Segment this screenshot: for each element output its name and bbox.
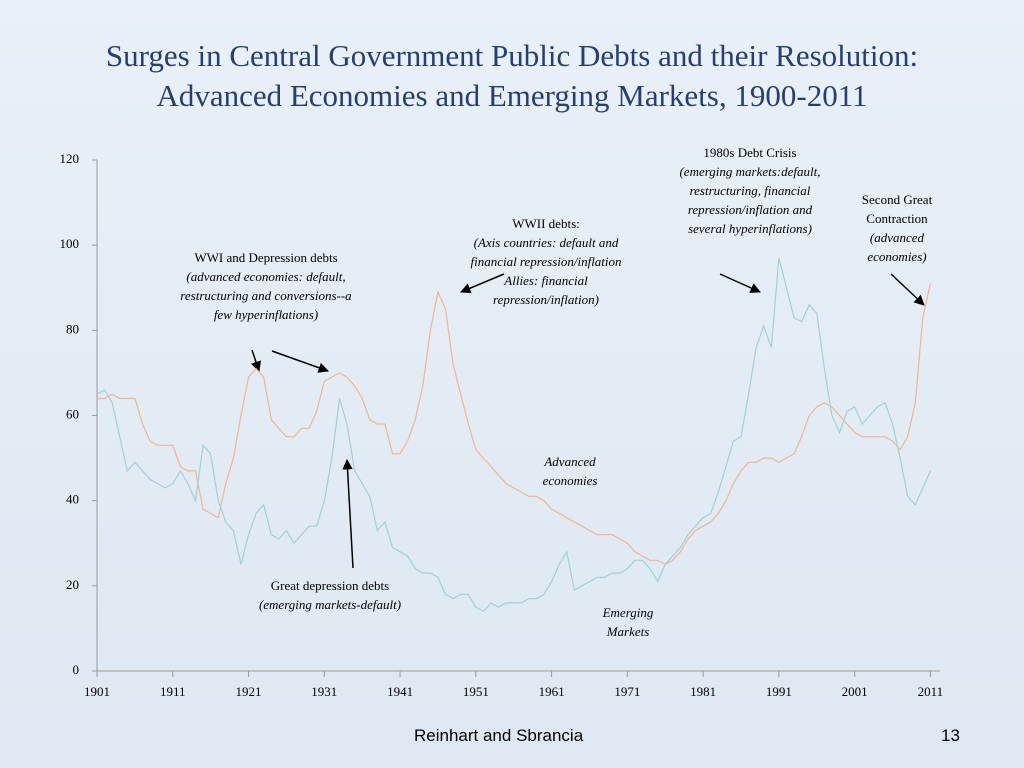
annotation-detail: (emerging markets:default, restructuring… xyxy=(679,164,821,236)
y-tick-label: 40 xyxy=(66,492,79,507)
y-tick-label: 20 xyxy=(66,577,79,592)
title-line: Surges in Central Government Public Debt… xyxy=(105,38,919,73)
x-tick-label: 1901 xyxy=(84,684,110,699)
x-tick-label: 1991 xyxy=(766,684,792,699)
arrow xyxy=(460,273,505,294)
annotation: WWI and Depression debts (advanced econom… xyxy=(180,248,352,324)
annotation-title: 1980s Debt Crisis xyxy=(703,145,797,160)
series-label: Advanced economies xyxy=(542,454,598,488)
annotation-title: WWI and Depression debts xyxy=(194,250,338,265)
x-tick-label: 1971 xyxy=(614,684,640,699)
arrow xyxy=(271,350,329,373)
y-tick-label: 60 xyxy=(66,406,79,421)
annotation-title: WWII debts: xyxy=(512,216,580,231)
annotation: WWII debts: (Axis countries: default and … xyxy=(456,214,636,309)
series-line xyxy=(97,283,931,566)
arrow xyxy=(890,273,925,306)
x-tick-label: 1951 xyxy=(463,684,489,699)
annotation-detail: (Axis countries: default and financial r… xyxy=(470,235,622,307)
y-tick-label: 100 xyxy=(60,236,80,251)
annotation-detail: (advanced economies) xyxy=(867,230,927,264)
x-tick-label: 2011 xyxy=(918,684,944,699)
x-tick-label: 1981 xyxy=(690,684,716,699)
y-tick-label: 0 xyxy=(73,662,80,677)
annotation: Second Great Contraction (advanced econom… xyxy=(850,190,944,266)
y-tick-label: 80 xyxy=(66,321,79,336)
x-tick-label: 1931 xyxy=(311,684,337,699)
series-label: Emerging Markets xyxy=(602,605,654,639)
annotation-title: Second Great Contraction xyxy=(861,192,933,226)
arrow xyxy=(251,349,261,372)
annotation: 1980s Debt Crisis (emerging markets:defau… xyxy=(672,143,828,238)
annotation-detail: (advanced economies: default, restructur… xyxy=(180,269,352,322)
series-line xyxy=(96,257,931,613)
x-tick-label: 1941 xyxy=(387,684,413,699)
x-tick-label: 1911 xyxy=(160,684,186,699)
annotation-detail: (emerging markets-default) xyxy=(258,597,402,612)
x-tick-label: 1961 xyxy=(539,684,565,699)
x-tick-label: 1921 xyxy=(236,684,262,699)
chart-title: Surges in Central Government Public Debt… xyxy=(0,36,1024,116)
arrows xyxy=(251,273,925,569)
arrow xyxy=(719,273,761,293)
x-tick-label: 2001 xyxy=(842,684,868,699)
title-line: Advanced Economies and Emerging Markets,… xyxy=(156,78,868,113)
footer-source: Reinhart and Sbrancia xyxy=(414,726,584,745)
annotation-title: Great depression debts xyxy=(270,578,390,593)
page-number: 13 xyxy=(941,726,960,745)
arrow xyxy=(342,458,354,569)
annotation: Great depression debts (emerging markets-… xyxy=(244,576,416,614)
y-tick-label: 120 xyxy=(60,151,80,166)
